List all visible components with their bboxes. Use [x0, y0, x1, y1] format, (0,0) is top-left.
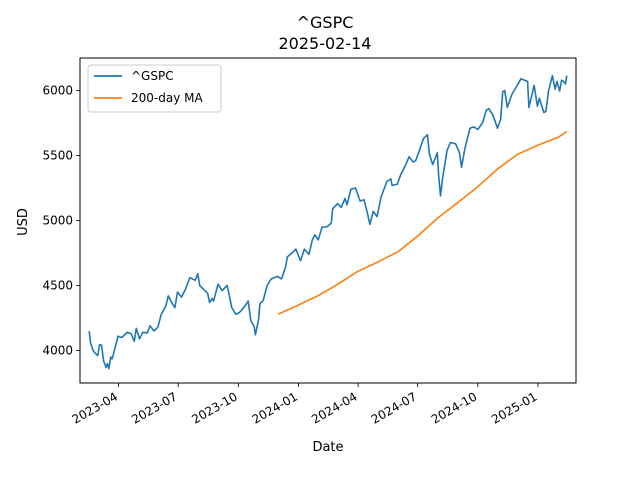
- chart-title: ^GSPC: [297, 13, 354, 32]
- series-line-ma200: [277, 130, 568, 315]
- legend-label: ^GSPC: [131, 69, 174, 83]
- y-axis: 4000 4500 5000 5500 6000: [42, 84, 80, 358]
- x-axis-label: Date: [312, 440, 343, 455]
- x-tick-label: 2024-10: [429, 389, 479, 426]
- x-tick-label: 2023-07: [129, 389, 179, 426]
- x-tick-label: 2025-01: [489, 389, 539, 426]
- plot-area: [88, 74, 568, 370]
- x-tick-label: 2024-07: [369, 389, 419, 426]
- legend: ^GSPC 200-day MA: [87, 64, 222, 113]
- y-axis-label: USD: [16, 208, 31, 236]
- series-line-gspc: [88, 74, 568, 370]
- y-tick-label: 6000: [42, 84, 73, 98]
- x-tick-label: 2024-01: [250, 389, 300, 426]
- x-axis: 2023-04 2023-07 2023-10 2024-01 2024-04 2024-…: [70, 383, 540, 427]
- y-tick-label: 5500: [42, 149, 73, 163]
- x-tick-label: 2023-10: [189, 389, 239, 426]
- x-tick-label: 2024-04: [309, 389, 359, 426]
- y-tick-label: 4000: [42, 344, 73, 358]
- y-tick-label: 4500: [42, 279, 73, 293]
- x-tick-label: 2023-04: [70, 389, 120, 426]
- legend-label: 200-day MA: [131, 91, 203, 105]
- y-tick-label: 5000: [42, 214, 73, 228]
- chart-subtitle: 2025-02-14: [279, 34, 372, 53]
